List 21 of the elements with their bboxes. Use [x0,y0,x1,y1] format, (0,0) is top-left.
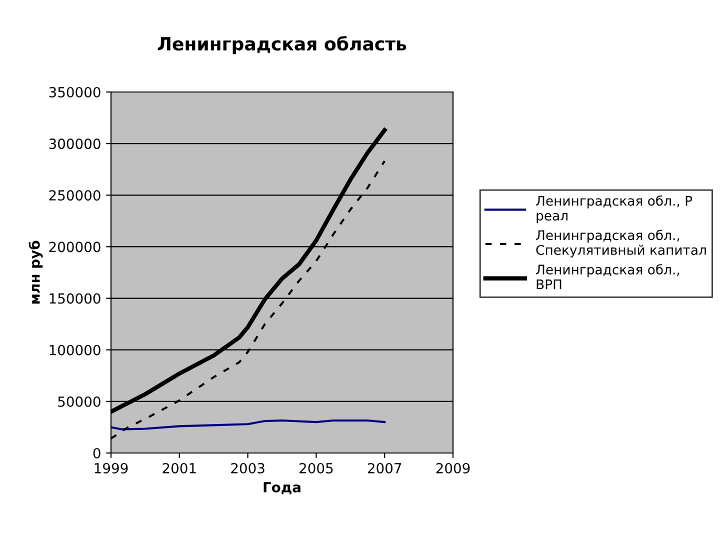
y-tick-label: 100000 [50,344,100,356]
x-tick-label: 2001 [162,462,196,474]
y-tick-label: 250000 [49,190,100,201]
x-tick-label: 2009 [436,462,470,474]
y-tick-label: 0 [93,448,100,458]
chart-title: Ленинградская область [158,36,406,54]
legend-label: Ленинградская обл., ВРП [536,264,680,290]
y-tick-label: 50000 [58,396,100,407]
x-tick-label: 2007 [368,462,402,474]
x-tick-label: 2005 [300,462,333,474]
legend-label: Ленинградская обл., Спекулятивный капитал [536,230,706,258]
y-tick-label: 300000 [49,138,100,150]
x-tick-label: 2003 [231,462,264,474]
y-axis-title: млн руб [28,240,43,304]
legend-label: Ленинградская обл., Р реал [536,195,692,224]
x-axis-title: Года [264,482,300,494]
y-tick-label: 350000 [49,86,100,98]
y-tick-label: 150000 [50,293,100,304]
line-series [111,419,386,430]
x-tick-label: 1999 [94,462,128,474]
y-tick-label: 200000 [49,242,100,252]
